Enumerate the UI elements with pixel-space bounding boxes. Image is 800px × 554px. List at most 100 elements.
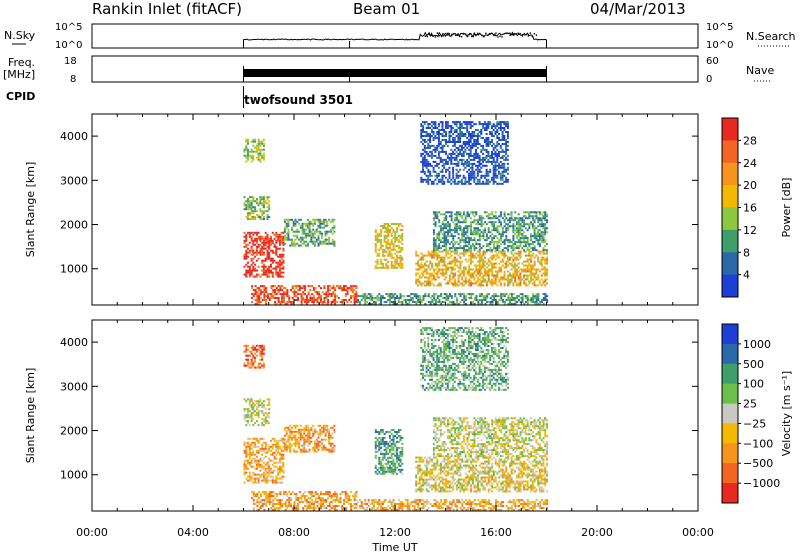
- echo-cell: [261, 424, 264, 427]
- echo-cell: [482, 229, 485, 232]
- echo-cell: [439, 247, 442, 250]
- echo-cell: [523, 303, 526, 305]
- echo-cell: [245, 463, 248, 466]
- echo-cell: [425, 164, 428, 167]
- echo-cell: [469, 174, 472, 177]
- echo-cell: [453, 148, 456, 151]
- echo-cell: [524, 284, 527, 287]
- echo-cell: [501, 250, 504, 253]
- echo-cell: [298, 491, 301, 494]
- echo-cell: [250, 208, 253, 211]
- echo-cell: [452, 170, 455, 173]
- echo-cell: [266, 245, 269, 248]
- echo-cell: [507, 256, 510, 259]
- echo-cell: [275, 441, 278, 444]
- echo-cell: [255, 445, 258, 448]
- echo-cell: [538, 260, 541, 263]
- echo-cell: [257, 251, 260, 254]
- echo-cell: [501, 229, 504, 232]
- echo-cell: [278, 445, 281, 448]
- echo-cell: [503, 221, 506, 224]
- echo-cell: [448, 235, 451, 238]
- echo-cell: [255, 449, 258, 452]
- echo-cell: [259, 410, 262, 413]
- echo-cell: [505, 254, 508, 257]
- echo-cell: [450, 154, 453, 157]
- echo-cell: [298, 285, 301, 288]
- echo-cell: [303, 428, 306, 431]
- echo-cell: [299, 236, 302, 239]
- echo-cell: [445, 276, 448, 279]
- echo-cell: [448, 252, 451, 255]
- nave-tick-high: 60: [706, 56, 719, 67]
- echo-cell: [385, 244, 388, 247]
- echo-cell: [452, 156, 455, 159]
- echo-cell: [322, 424, 325, 427]
- echo-cell: [459, 252, 462, 255]
- echo-cell: [519, 225, 522, 228]
- echo-cell: [496, 243, 499, 246]
- echo-cell: [259, 152, 262, 155]
- echo-cell: [329, 426, 332, 429]
- echo-cell: [314, 287, 317, 290]
- echo-cell: [531, 235, 534, 238]
- echo-cell: [480, 137, 483, 139]
- echo-cell: [250, 259, 253, 262]
- echo-cell: [381, 262, 384, 265]
- echo-cell: [439, 156, 442, 159]
- echo-cell: [436, 256, 439, 259]
- echo-cell: [245, 263, 248, 266]
- echo-cell: [255, 348, 258, 351]
- echo-cell: [420, 266, 423, 269]
- echo-cell: [256, 297, 259, 299]
- echo-cell: [252, 344, 255, 347]
- echo-cell: [506, 172, 509, 175]
- echo-cell: [439, 225, 442, 228]
- echo-cell: [380, 299, 383, 301]
- echo-cell: [438, 219, 441, 222]
- echo-cell: [484, 260, 487, 263]
- echo-cell: [439, 239, 442, 242]
- echo-cell: [443, 274, 446, 277]
- echo-cell: [277, 263, 280, 266]
- echo-cell: [526, 241, 529, 244]
- echo-cell: [243, 154, 246, 157]
- echo-cell: [445, 299, 448, 301]
- echo-cell: [494, 217, 497, 220]
- echo-cell: [473, 123, 476, 126]
- echo-cell: [288, 503, 291, 505]
- echo-cell: [308, 226, 311, 229]
- echo-cell: [476, 129, 479, 131]
- echo-cell: [480, 166, 483, 169]
- echo-cell: [262, 479, 265, 482]
- echo-cell: [245, 249, 248, 252]
- echo-cell: [514, 258, 517, 261]
- echo-cell: [443, 158, 446, 161]
- echo-cell: [517, 254, 520, 257]
- echo-cell: [273, 251, 276, 254]
- echo-cell: [296, 450, 299, 453]
- echo-cell: [468, 213, 471, 216]
- echo-cell: [459, 262, 462, 265]
- echo-cell: [268, 204, 271, 207]
- echo-cell: [245, 239, 248, 242]
- echo-cell: [388, 250, 391, 253]
- echo-cell: [537, 231, 540, 234]
- echo-cell: [250, 140, 253, 143]
- echo-cell: [512, 282, 515, 285]
- echo-cell: [328, 238, 331, 241]
- echo-cell: [317, 224, 320, 227]
- echo-cell: [330, 295, 333, 298]
- echo-cell: [500, 293, 503, 296]
- echo-cell: [385, 240, 388, 243]
- echo-cell: [294, 222, 297, 225]
- echo-cell: [544, 217, 547, 220]
- echo-cell: [540, 299, 543, 301]
- echo-cell: [315, 444, 318, 447]
- echo-cell: [441, 264, 444, 267]
- echo-cell: [406, 299, 409, 301]
- echo-cell: [425, 178, 428, 181]
- echo-cell: [537, 303, 540, 305]
- echo-cell: [275, 271, 278, 274]
- echo-cell: [427, 176, 430, 179]
